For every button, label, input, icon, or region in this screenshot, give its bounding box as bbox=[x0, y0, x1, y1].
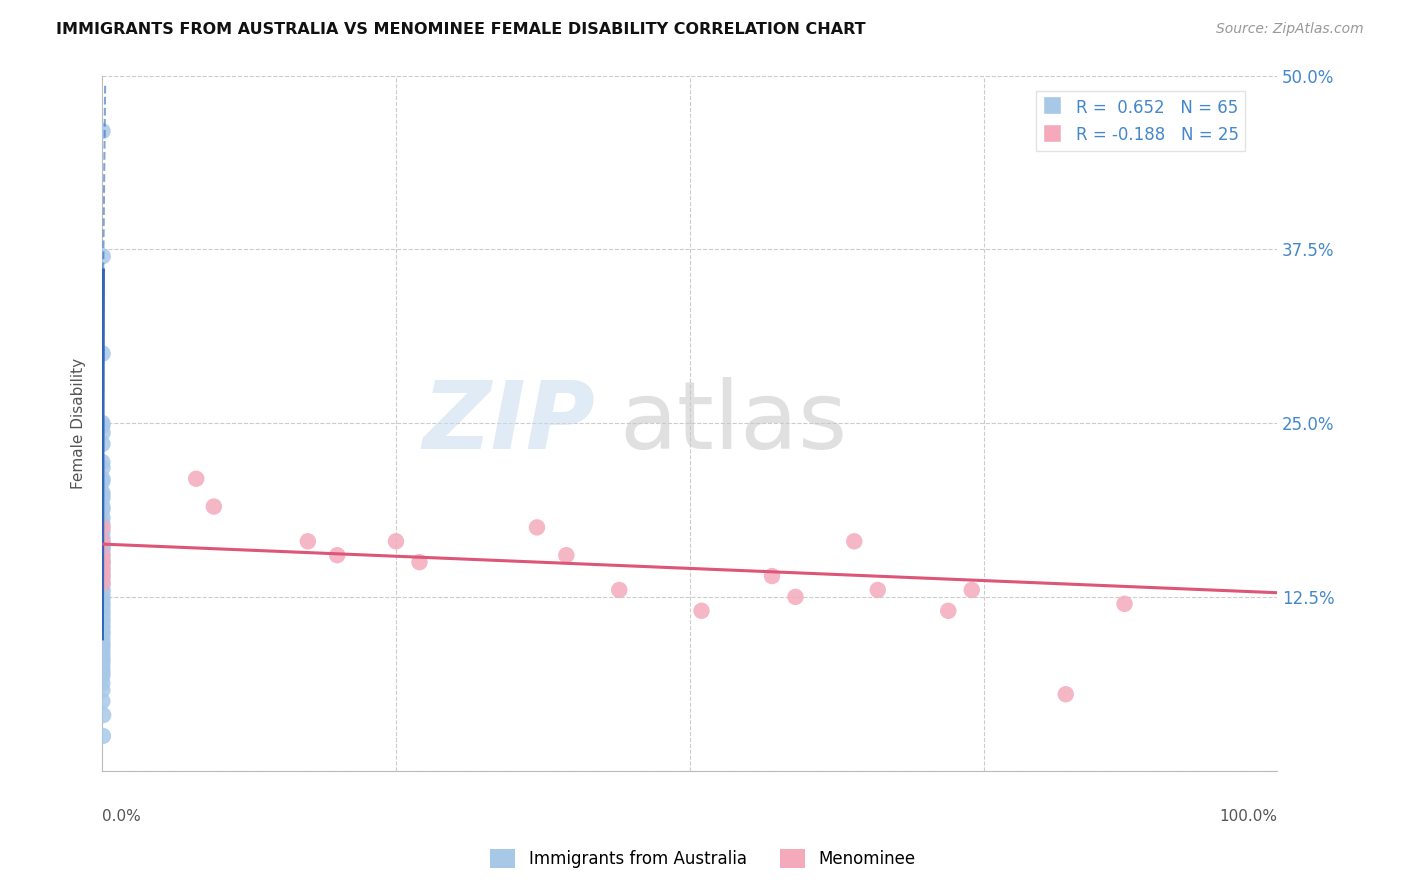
Point bbox=[385, 534, 408, 549]
Point bbox=[761, 569, 783, 583]
Point bbox=[91, 124, 114, 138]
Point bbox=[91, 627, 114, 641]
Point bbox=[91, 488, 114, 502]
Point bbox=[91, 576, 114, 591]
Text: Source: ZipAtlas.com: Source: ZipAtlas.com bbox=[1216, 22, 1364, 37]
Point bbox=[555, 548, 578, 562]
Point bbox=[91, 418, 114, 433]
Point bbox=[91, 636, 114, 650]
Point bbox=[866, 582, 889, 597]
Point bbox=[91, 611, 114, 625]
Point bbox=[91, 614, 114, 628]
Point bbox=[960, 582, 983, 597]
Point bbox=[91, 590, 114, 604]
Point bbox=[91, 683, 114, 698]
Point bbox=[91, 649, 114, 664]
Point bbox=[91, 646, 114, 660]
Text: IMMIGRANTS FROM AUSTRALIA VS MENOMINEE FEMALE DISABILITY CORRELATION CHART: IMMIGRANTS FROM AUSTRALIA VS MENOMINEE F… bbox=[56, 22, 866, 37]
Point bbox=[91, 516, 114, 531]
Point bbox=[91, 592, 114, 607]
Point bbox=[936, 604, 959, 618]
Point bbox=[91, 541, 114, 556]
Point bbox=[91, 566, 114, 581]
Point bbox=[91, 472, 114, 486]
Point bbox=[91, 437, 114, 451]
Point bbox=[91, 562, 114, 576]
Point bbox=[91, 534, 114, 549]
Point bbox=[91, 729, 114, 743]
Point bbox=[91, 534, 114, 549]
Point bbox=[91, 555, 114, 569]
Point bbox=[326, 548, 349, 562]
Point bbox=[91, 655, 114, 669]
Point bbox=[91, 425, 114, 440]
Point bbox=[91, 524, 114, 539]
Point bbox=[526, 520, 548, 534]
Point bbox=[607, 582, 630, 597]
Point bbox=[91, 475, 114, 489]
Point bbox=[91, 460, 114, 475]
Point bbox=[91, 502, 114, 516]
Point bbox=[91, 555, 114, 569]
Legend: Immigrants from Australia, Menominee: Immigrants from Australia, Menominee bbox=[484, 843, 922, 875]
Point bbox=[91, 694, 114, 708]
Point bbox=[297, 534, 319, 549]
Point bbox=[91, 552, 114, 566]
Point bbox=[91, 539, 114, 553]
Point bbox=[91, 579, 114, 593]
Point bbox=[91, 530, 114, 544]
Point bbox=[91, 500, 114, 514]
Point bbox=[91, 520, 114, 534]
Legend: R =  0.652   N = 65, R = -0.188   N = 25: R = 0.652 N = 65, R = -0.188 N = 25 bbox=[1036, 91, 1246, 151]
Text: 100.0%: 100.0% bbox=[1219, 809, 1277, 824]
Point bbox=[91, 558, 114, 572]
Point bbox=[91, 548, 114, 562]
Point bbox=[91, 416, 114, 430]
Point bbox=[91, 569, 114, 583]
Point bbox=[91, 249, 114, 263]
Point bbox=[91, 572, 114, 586]
Point bbox=[91, 582, 114, 597]
Point bbox=[91, 666, 114, 681]
Point bbox=[91, 639, 114, 653]
Point bbox=[91, 669, 114, 683]
Point bbox=[91, 597, 114, 611]
Point bbox=[690, 604, 713, 618]
Point bbox=[91, 346, 114, 360]
Point bbox=[785, 590, 807, 604]
Point bbox=[91, 586, 114, 600]
Point bbox=[91, 708, 114, 723]
Point bbox=[91, 569, 114, 583]
Point bbox=[91, 455, 114, 469]
Point bbox=[202, 500, 225, 514]
Point bbox=[91, 510, 114, 524]
Point bbox=[91, 544, 114, 558]
Point bbox=[91, 562, 114, 576]
Point bbox=[91, 576, 114, 591]
Point bbox=[91, 491, 114, 506]
Text: atlas: atlas bbox=[619, 377, 848, 469]
Point bbox=[91, 548, 114, 562]
Point bbox=[844, 534, 866, 549]
Point bbox=[91, 620, 114, 634]
Point bbox=[91, 641, 114, 656]
Point bbox=[1114, 597, 1136, 611]
Point bbox=[91, 652, 114, 666]
Text: ZIP: ZIP bbox=[423, 377, 596, 469]
Point bbox=[91, 485, 114, 500]
Point bbox=[91, 664, 114, 678]
Point bbox=[91, 624, 114, 639]
Point bbox=[91, 604, 114, 618]
Point bbox=[91, 632, 114, 646]
Point bbox=[408, 555, 430, 569]
Point bbox=[91, 607, 114, 621]
Point bbox=[91, 599, 114, 614]
Point bbox=[1054, 687, 1077, 701]
Y-axis label: Female Disability: Female Disability bbox=[72, 358, 86, 489]
Point bbox=[186, 472, 208, 486]
Point bbox=[91, 676, 114, 690]
Text: 0.0%: 0.0% bbox=[103, 809, 141, 824]
Point bbox=[91, 659, 114, 673]
Point bbox=[91, 617, 114, 632]
